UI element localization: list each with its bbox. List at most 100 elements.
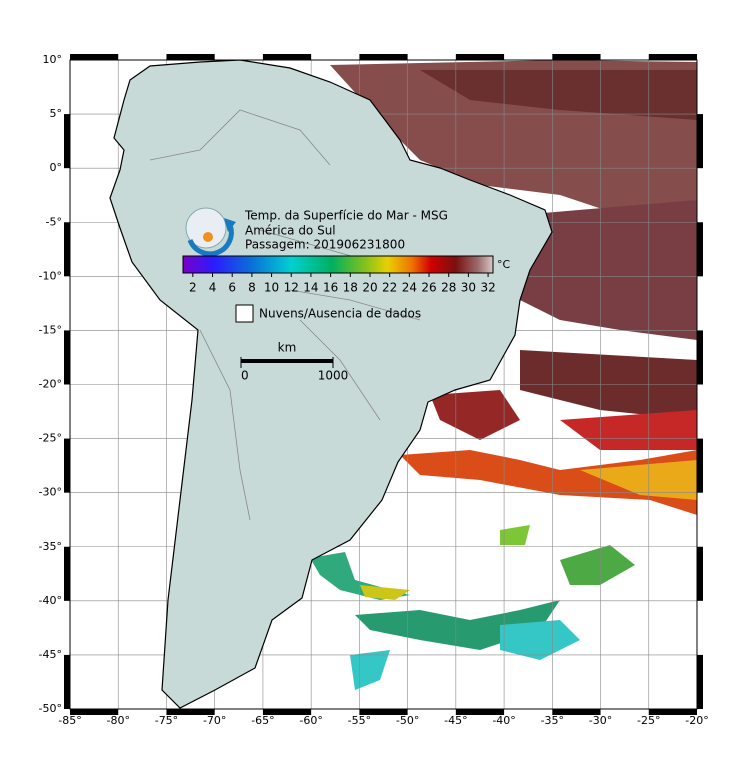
frame-bar xyxy=(697,114,703,169)
lon-tick-label: -50° xyxy=(396,714,419,727)
title: Temp. da Superfície do Mar - MSG xyxy=(244,209,448,223)
colorbar-tick-label: 20 xyxy=(362,281,377,295)
colorbar-tick-label: 6 xyxy=(228,281,236,295)
borders xyxy=(149,109,421,521)
frame-bar xyxy=(166,709,215,715)
sst-patch xyxy=(430,390,520,440)
logo-globe xyxy=(185,207,227,249)
colorbar-tick-label: 4 xyxy=(209,281,217,295)
logo-arrow xyxy=(224,218,236,232)
lat-tick-label: -15° xyxy=(39,323,62,336)
frame-bar xyxy=(697,654,703,709)
sst-patch xyxy=(580,460,697,500)
lat-tick-label: 10° xyxy=(43,53,63,66)
lon-tick-label: -80° xyxy=(106,714,129,727)
frame-bar xyxy=(64,546,70,601)
colorbar-unit: °C xyxy=(497,258,511,271)
colorbar-tick-label: 14 xyxy=(303,281,318,295)
sst-patch xyxy=(360,585,410,600)
frame-bar xyxy=(64,438,70,493)
inpe-logo xyxy=(185,207,236,257)
sst-patch xyxy=(310,552,410,600)
subtitle: América do Sul xyxy=(245,224,336,238)
lon-tick-label: -20° xyxy=(685,714,708,727)
lat-tick-label: -35° xyxy=(39,540,62,553)
colorbar-tick-label: 16 xyxy=(323,281,338,295)
frame-bar xyxy=(359,709,408,715)
frame-bar xyxy=(697,222,703,277)
logo-dot xyxy=(203,232,213,242)
map-area xyxy=(70,60,697,709)
lon-tick-label: -30° xyxy=(589,714,612,727)
lon-tick-label: -55° xyxy=(348,714,371,727)
sst-patch xyxy=(560,545,635,585)
sst-patch xyxy=(400,450,697,515)
colorbar-tick-label: 18 xyxy=(343,281,358,295)
sst-patch xyxy=(500,525,530,545)
scale-bar: 0 1000 xyxy=(240,357,349,383)
frame-bar xyxy=(262,54,312,60)
pass-time: Passagem: 201906231800 xyxy=(245,238,405,252)
frame-bar xyxy=(166,54,215,60)
scale-unit: km xyxy=(278,341,297,355)
colorbar-tick-label: 26 xyxy=(421,281,436,295)
frame-bar xyxy=(64,222,70,277)
lon-tick-label: -85° xyxy=(58,714,81,727)
lon-tick-label: -70° xyxy=(203,714,226,727)
lat-tick-label: -10° xyxy=(39,269,62,282)
lat-tick-label: -5° xyxy=(46,215,62,228)
lat-tick-label: 0° xyxy=(50,161,63,174)
lon-tick-label: -35° xyxy=(541,714,564,727)
sst-patch xyxy=(560,410,697,450)
colorbar-tick-label: 24 xyxy=(402,281,417,295)
colorbar-tick-label: 10 xyxy=(264,281,279,295)
frame-bars xyxy=(64,54,703,715)
colorbar-tick-label: 28 xyxy=(441,281,456,295)
colorbar-tick-label: 22 xyxy=(382,281,397,295)
lat-tick-label: -50° xyxy=(39,702,62,715)
axis-labels: -85° -80° -75° -70° -65° -60° -55° -50° -45° -40°… xyxy=(39,53,709,727)
scale-bar-body xyxy=(241,359,333,363)
frame-bar xyxy=(455,709,505,715)
frame-bar xyxy=(455,54,505,60)
lat-tick-label: -40° xyxy=(39,594,62,607)
sst-patch xyxy=(520,350,697,420)
frame-bar xyxy=(64,330,70,385)
colorbar-tick-label: 2 xyxy=(189,281,197,295)
lat-tick-label: -20° xyxy=(39,378,62,391)
sst-patch xyxy=(500,620,580,660)
lon-tick-label: -40° xyxy=(492,714,515,727)
frame-bar xyxy=(648,709,697,715)
sst-patches xyxy=(310,60,697,690)
colorbar-tick-label: 12 xyxy=(284,281,299,295)
frame-bar xyxy=(552,709,601,715)
colorbar-tick-label: 30 xyxy=(461,281,476,295)
scale-tick-label: 1000 xyxy=(318,369,349,383)
logo-arc xyxy=(187,224,234,257)
frame-bar xyxy=(648,54,697,60)
lon-tick-label: -25° xyxy=(637,714,660,727)
lat-tick-label: -25° xyxy=(39,432,62,445)
colorbar-ticks: 2 4 6 8 10 12 14 16 18 20 22 24 26 28 30 32 xyxy=(189,273,496,295)
frame-bar xyxy=(359,54,408,60)
lat-tick-label: -45° xyxy=(39,648,62,661)
frame-bar xyxy=(70,54,119,60)
frame-bar xyxy=(262,709,312,715)
lat-tick-label: 5° xyxy=(50,107,63,120)
legend-swatch xyxy=(235,304,254,323)
sst-patch xyxy=(350,650,390,690)
legend-label: Nuvens/Ausencia de dados xyxy=(259,307,421,321)
frame-bar xyxy=(64,114,70,169)
sst-patch xyxy=(520,200,697,340)
frame-bar xyxy=(64,654,70,709)
lon-tick-label: -45° xyxy=(444,714,467,727)
lon-tick-label: -75° xyxy=(155,714,178,727)
sst-patch xyxy=(420,70,697,120)
colorbar-tick-label: 32 xyxy=(480,281,495,295)
colorbar-tick-label: 8 xyxy=(248,281,256,295)
colorbar xyxy=(182,255,494,274)
lon-tick-label: -65° xyxy=(251,714,274,727)
frame-bar xyxy=(697,438,703,493)
frame-bar xyxy=(70,709,119,715)
